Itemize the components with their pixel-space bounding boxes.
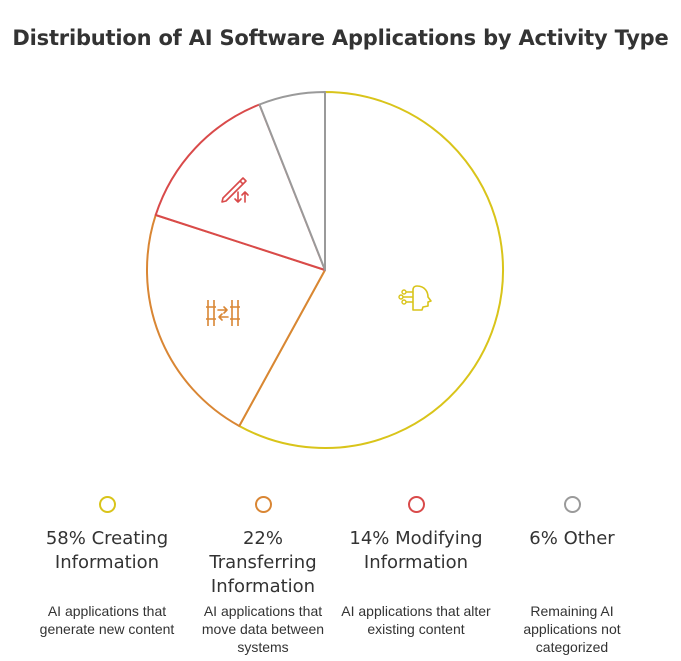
legend-description: AI applications that move data between s… xyxy=(201,603,325,655)
pie-slice xyxy=(238,91,504,449)
legend-marker xyxy=(563,496,581,513)
legend-marker xyxy=(254,496,272,513)
legend-label: 58% Creating Information xyxy=(45,528,169,573)
pie-slice xyxy=(258,91,326,271)
edit-pencil-icon xyxy=(221,177,249,203)
chart-title: Distribution of AI Software Applications… xyxy=(12,26,669,50)
legend-marker xyxy=(407,496,425,513)
legend-item: 22% Transferring Information xyxy=(188,496,338,599)
legend-marker xyxy=(98,496,116,513)
legend-description: AI applications that alter existing cont… xyxy=(341,603,491,637)
legend-item: 6% Other xyxy=(497,496,647,551)
legend-item: 58% Creating Information xyxy=(32,496,182,575)
legend-description: AI applications that generate new conten… xyxy=(39,603,175,637)
legend-item: 14% Modifying Information xyxy=(341,496,491,575)
legend-label: 14% Modifying Information xyxy=(349,528,483,573)
transfer-icon xyxy=(206,300,240,326)
legend-label: 6% Other xyxy=(529,528,615,549)
legend-description: Remaining AI applications not categorize… xyxy=(523,603,621,655)
ai-head-icon xyxy=(398,285,432,311)
pie-chart xyxy=(146,91,504,449)
legend-label: 22% Transferring Information xyxy=(209,528,317,597)
pie-slice xyxy=(146,213,326,427)
